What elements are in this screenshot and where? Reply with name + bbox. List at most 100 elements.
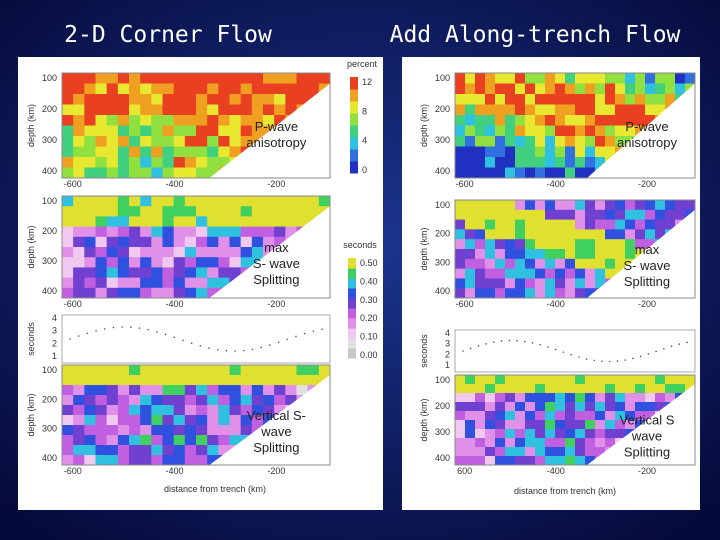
heatmap-cell: [207, 206, 219, 217]
heatmap-cell: [173, 247, 186, 258]
heatmap-cell: [62, 236, 74, 248]
heatmap-cell: [575, 146, 586, 158]
heatmap-cell: [296, 216, 309, 228]
heatmap-cell: [565, 229, 576, 240]
heatmap-cell: [545, 278, 556, 289]
heatmap-cell: [495, 447, 506, 457]
heatmap-cell: [73, 277, 85, 289]
heatmap-cell: [595, 104, 606, 116]
heatmap-cell: [240, 226, 253, 238]
heatmap-cell: [465, 438, 476, 448]
heatmap-cell: [151, 206, 163, 217]
heatmap-cell: [196, 167, 208, 179]
heatmap-cell: [229, 405, 242, 416]
heatmap-cell: [495, 104, 506, 116]
heatmap-cell: [240, 104, 253, 116]
heatmap-cell: [475, 384, 486, 394]
dot: [493, 341, 495, 343]
heatmap-cell: [162, 425, 175, 436]
heatmap-cell: [625, 229, 636, 240]
heatmap-cell: [565, 146, 576, 158]
heatmap-cell: [505, 209, 516, 221]
dot: [500, 340, 503, 342]
heatmap-cell: [615, 411, 626, 421]
heatmap-cell: [151, 83, 163, 95]
heatmap-cell: [545, 73, 556, 84]
heatmap-cell: [455, 136, 466, 147]
heatmap-cell: [485, 288, 496, 299]
heatmap-cell: [117, 455, 130, 466]
heatmap-cell: [525, 278, 536, 289]
heatmap-cell: [162, 206, 175, 217]
heatmap-cell: [505, 249, 516, 260]
heatmap-cell: [655, 384, 666, 394]
heatmap-cell: [73, 445, 85, 456]
heatmap-cell: [545, 268, 556, 279]
heatmap-cell: [218, 257, 230, 268]
dot: [655, 350, 657, 353]
heatmap-cell: [106, 395, 119, 406]
heatmap-cell: [106, 455, 119, 466]
heatmap-cell: [495, 456, 506, 466]
y-tick-label: 4: [445, 328, 450, 338]
colorbar-segment: [348, 308, 356, 319]
heatmap-cell: [595, 125, 606, 137]
heatmap-cell: [565, 249, 576, 260]
heatmap-cell: [285, 94, 297, 105]
heatmap-cell: [615, 219, 626, 230]
heatmap-cell: [95, 136, 108, 147]
dot: [485, 343, 487, 345]
heatmap-cell: [117, 445, 130, 456]
annotation: Splitting: [253, 272, 299, 287]
heatmap-cell: [665, 83, 676, 95]
heatmap-cell: [475, 229, 486, 240]
heatmap-cell: [645, 384, 656, 394]
heatmap-cell: [485, 104, 496, 116]
heatmap-cell: [285, 196, 297, 207]
heatmap-cell: [218, 375, 230, 386]
dot: [277, 341, 280, 344]
dot: [554, 348, 557, 351]
heatmap-cell: [218, 435, 230, 446]
heatmap-cell: [106, 125, 119, 137]
plot-frame: [61, 195, 331, 299]
heatmap-cell: [95, 277, 108, 289]
heatmap-cell: [605, 94, 616, 105]
heatmap-cell: [240, 236, 253, 248]
x-axis-label: distance from trench (km): [514, 486, 616, 496]
dot: [516, 339, 518, 342]
heatmap-cell: [129, 146, 141, 158]
heatmap-cell: [62, 287, 74, 299]
heatmap-cell: [625, 239, 636, 250]
heatmap-cell: [240, 73, 253, 84]
heatmap-cell: [84, 196, 96, 207]
heatmap-cell: [505, 167, 516, 179]
heatmap-cell: [218, 146, 230, 158]
heatmap-cell: [655, 94, 666, 105]
heatmap-cell: [263, 395, 275, 406]
heatmap-cell: [455, 146, 466, 158]
heatmap-cell: [218, 83, 230, 95]
y-tick-label: 1: [445, 360, 450, 370]
heatmap-cell: [675, 375, 686, 385]
heatmap-cell: [575, 219, 586, 230]
dot: [312, 330, 315, 332]
heatmap-cell: [84, 277, 96, 289]
heatmap-cell: [485, 438, 496, 448]
plot-frame: [454, 329, 696, 373]
plot-frame: [61, 364, 331, 466]
heatmap-cell: [307, 196, 320, 207]
heatmap-cell: [173, 375, 186, 386]
heatmap-cell: [495, 167, 506, 179]
y-tick-label: 100: [42, 365, 57, 375]
heatmap-cell: [296, 73, 309, 84]
heatmap-cell: [545, 136, 556, 147]
heatmap-cell: [485, 136, 496, 147]
heatmap-cell: [555, 429, 566, 439]
heatmap-cell: [184, 395, 197, 406]
heatmap-cell: [162, 455, 175, 466]
heatmap-cell: [140, 435, 152, 446]
heatmap-cell: [515, 393, 526, 403]
heatmap-cell: [218, 236, 230, 248]
wedge: [587, 384, 695, 465]
